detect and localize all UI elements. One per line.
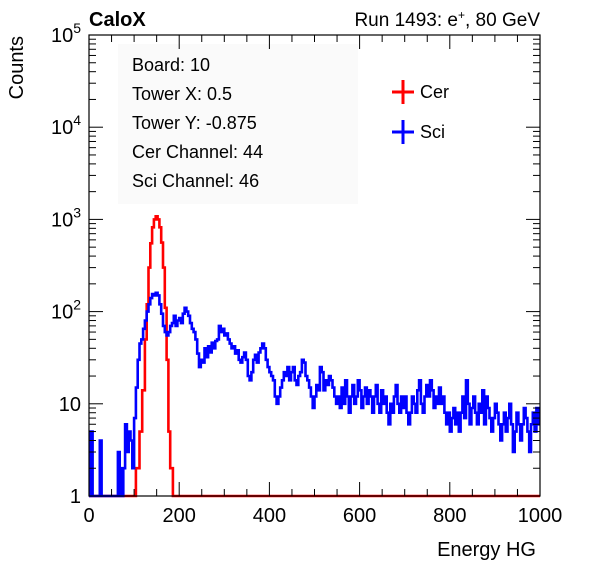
y-tick-label: 1 — [70, 486, 81, 508]
y-axis-title: Counts — [6, 36, 28, 99]
series-cer-line — [89, 215, 540, 498]
x-tick-label: 400 — [253, 505, 286, 527]
info-box-background — [118, 44, 358, 204]
info-cer-channel: Cer Channel: 44 — [132, 142, 263, 162]
legend-cer-label: Cer — [420, 82, 449, 102]
legend-sci-label: Sci — [420, 122, 445, 142]
legend: Cer Sci — [392, 80, 449, 144]
info-tower-x: Tower X: 0.5 — [132, 84, 232, 104]
x-tick-label: 800 — [433, 505, 466, 527]
x-tick-label: 600 — [343, 505, 376, 527]
info-board: Board: 10 — [132, 55, 210, 75]
y-tick-label: 105 — [51, 20, 81, 47]
series-sci-line — [89, 291, 540, 498]
info-box: Board: 10 Tower X: 0.5 Tower Y: -0.875 C… — [118, 44, 358, 204]
info-tower-y: Tower Y: -0.875 — [132, 113, 257, 133]
y-tick-label: 10 — [59, 394, 81, 416]
brand-label: CaloX — [89, 9, 146, 31]
y-tick-label: 102 — [51, 297, 81, 324]
x-axis-title: Energy HG — [437, 539, 536, 561]
y-tick-label: 103 — [51, 204, 81, 231]
x-tick-label: 200 — [163, 505, 196, 527]
series-layer — [89, 215, 540, 498]
x-tick-label: 0 — [83, 505, 94, 527]
y-tick-label: 104 — [51, 112, 81, 139]
run-label: Run 1493: e+, 80 GeV — [354, 8, 540, 31]
x-tick-label: 1000 — [518, 505, 563, 527]
info-sci-channel: Sci Channel: 46 — [132, 171, 259, 191]
legend-sci-marker — [392, 120, 414, 144]
plot-frame — [88, 34, 541, 497]
legend-cer-marker — [392, 80, 414, 104]
